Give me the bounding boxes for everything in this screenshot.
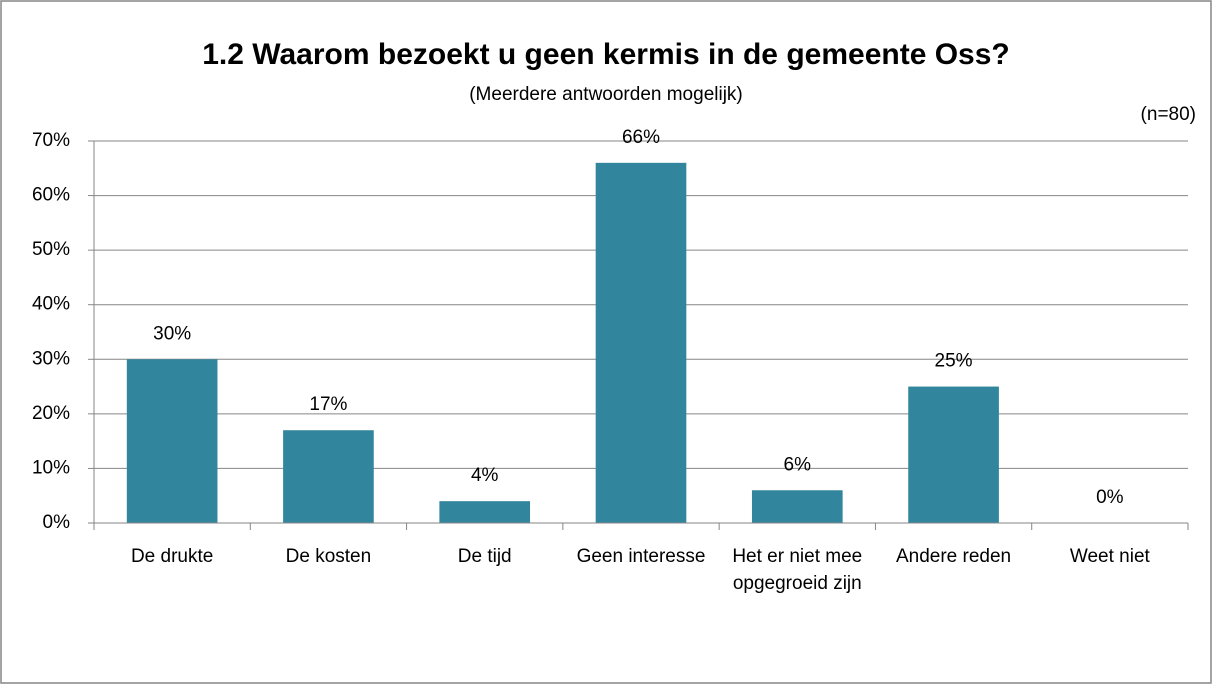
annotation: (n=80) [1141,104,1196,125]
bar [751,490,843,523]
value-label: 66% [622,127,660,148]
y-tick-label: 30% [32,348,70,369]
bar [283,430,374,523]
x-tick-label: De kosten [285,546,372,567]
bar [908,386,999,523]
value-label: 30% [153,323,191,344]
bar [595,162,687,524]
bar [126,359,218,523]
y-tick-label: 10% [32,457,70,478]
value-label: 4% [471,465,499,486]
chart-title: 1.2 Waarom bezoekt u geen kermis in de g… [202,38,1010,71]
y-tick-label: 50% [32,239,70,260]
value-label: 17% [309,394,347,415]
value-label: 25% [935,351,973,372]
value-label: 6% [784,454,812,475]
value-label: 0% [1096,487,1124,508]
chart-subtitle: (Meerdere antwoorden mogelijk) [469,84,743,105]
x-tick-label: Het er niet mee opgegroeid zijn [732,546,863,594]
bar [439,501,531,523]
y-tick-label: 0% [43,512,71,533]
x-tick-label: Andere reden [895,546,1012,567]
y-tick-label: 70% [32,130,70,151]
y-tick-label: 40% [32,294,70,315]
x-tick-label: Weet niet [1069,546,1150,567]
x-tick-label: De tijd [457,546,512,567]
x-tick-label: Geen interesse [576,546,706,567]
y-tick-label: 60% [32,185,70,206]
y-tick-label: 20% [32,403,70,424]
x-tick-label: De drukte [130,546,214,567]
